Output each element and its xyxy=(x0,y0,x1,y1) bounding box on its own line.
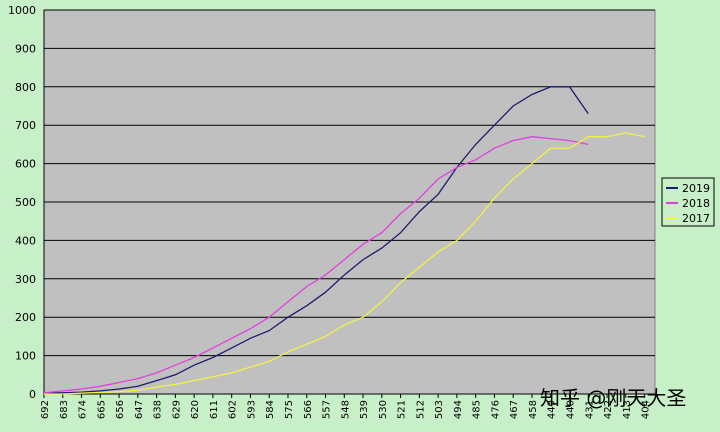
y-tick-label: 500 xyxy=(15,196,36,209)
x-tick-label: 611 xyxy=(209,400,220,419)
y-tick-label: 400 xyxy=(15,234,36,247)
x-tick-label: 404 xyxy=(641,400,652,419)
x-tick-label: 431 xyxy=(584,400,595,419)
x-tick-label: 629 xyxy=(171,400,182,419)
x-tick-label: 503 xyxy=(434,400,445,419)
x-tick-label: 683 xyxy=(59,400,70,419)
x-tick-label: 449 xyxy=(547,400,558,419)
x-tick-label: 476 xyxy=(490,400,501,419)
x-tick-label: 593 xyxy=(246,400,257,419)
x-tick-label: 575 xyxy=(284,400,295,419)
y-tick-label: 300 xyxy=(15,273,36,286)
x-tick-label: 530 xyxy=(378,400,389,419)
x-tick-label: 674 xyxy=(78,400,89,419)
legend-label: 2017 xyxy=(682,212,710,225)
x-tick-label: 647 xyxy=(134,400,145,419)
x-tick-label: 413 xyxy=(622,400,633,419)
x-tick-label: 494 xyxy=(453,400,464,419)
watermark: 知乎 @刚天大圣 xyxy=(540,386,686,410)
x-tick-label: 665 xyxy=(96,400,107,419)
x-tick-label: 557 xyxy=(322,400,333,419)
y-tick-label: 900 xyxy=(15,42,36,55)
x-tick-label: 692 xyxy=(40,400,51,419)
series-line xyxy=(43,86,589,394)
y-tick-label: 1000 xyxy=(8,4,36,17)
x-tick-label: 584 xyxy=(265,400,276,419)
x-tick-label: 440 xyxy=(566,400,577,419)
x-tick-label: 656 xyxy=(115,400,126,419)
x-tick-label: 422 xyxy=(603,400,614,419)
series-line xyxy=(43,136,589,394)
x-tick-label: 602 xyxy=(228,400,239,419)
y-tick-label: 700 xyxy=(15,119,36,132)
y-tick-label: 0 xyxy=(29,388,36,401)
y-tick-label: 600 xyxy=(15,158,36,171)
y-tick-label: 200 xyxy=(15,311,36,324)
x-tick-label: 548 xyxy=(340,400,351,419)
x-tick-label: 521 xyxy=(397,400,408,419)
x-tick-label: 638 xyxy=(153,400,164,419)
x-tick-label: 485 xyxy=(472,400,483,419)
x-tick-label: 620 xyxy=(190,400,201,419)
series-line xyxy=(44,132,645,395)
x-tick-label: 467 xyxy=(509,400,520,419)
x-tick-label: 512 xyxy=(415,400,426,419)
y-tick-label: 800 xyxy=(15,81,36,94)
x-tick-label: 539 xyxy=(359,400,370,419)
legend-label: 2018 xyxy=(682,197,710,210)
legend-label: 2019 xyxy=(682,182,710,195)
y-tick-label: 100 xyxy=(15,350,36,363)
x-tick-label: 458 xyxy=(528,400,539,419)
x-tick-label: 566 xyxy=(303,400,314,419)
